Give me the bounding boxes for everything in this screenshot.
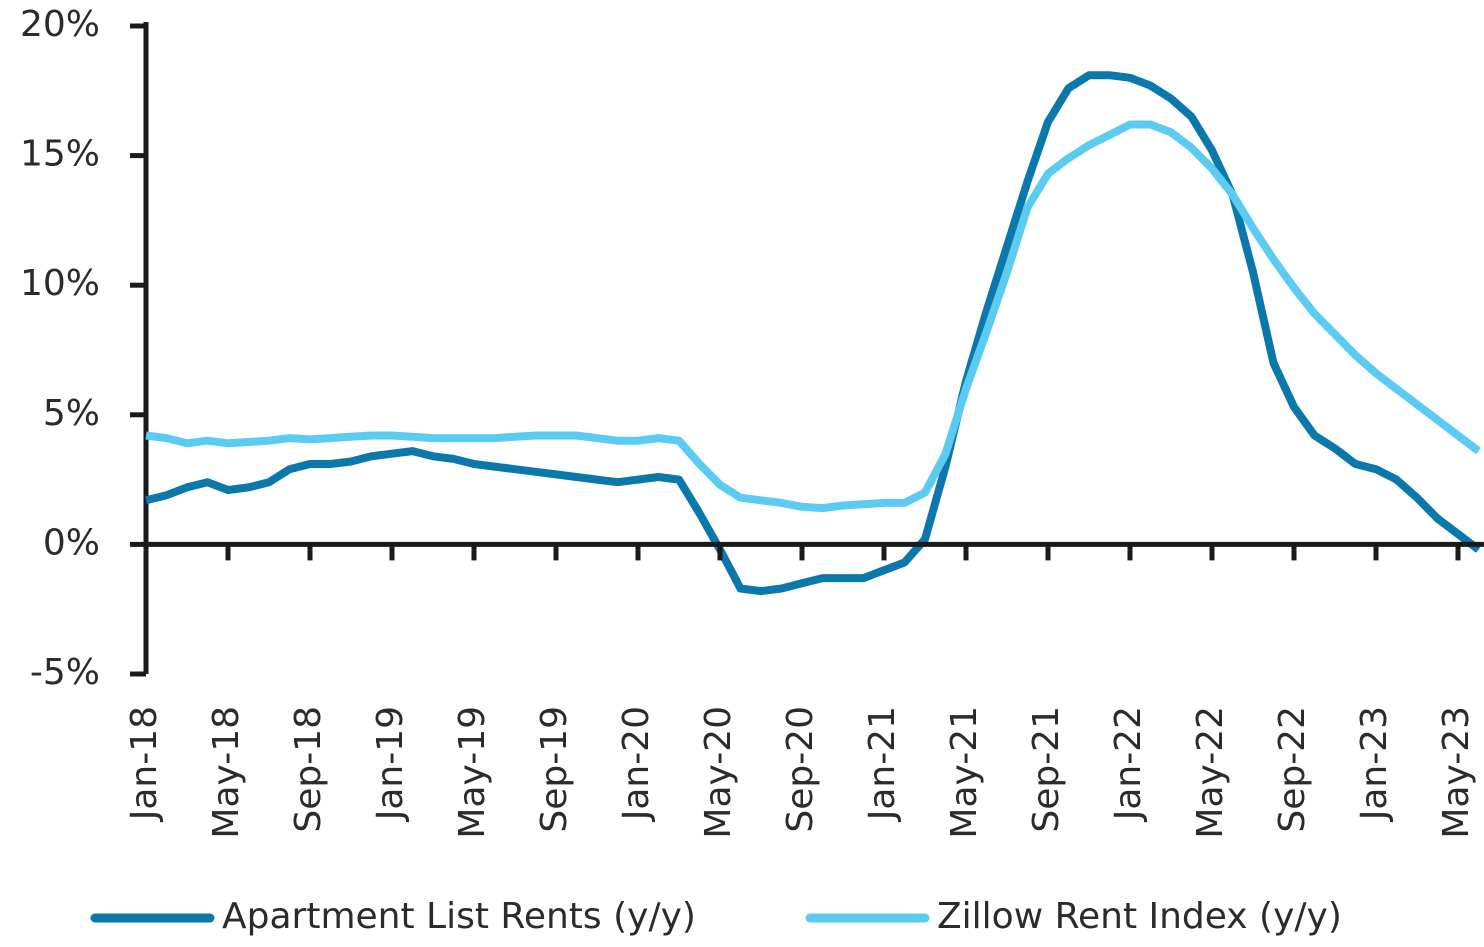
x-tick-label: Sep-19 bbox=[534, 706, 575, 833]
x-tick-label: May-20 bbox=[698, 706, 739, 839]
y-tick-label: 0% bbox=[43, 522, 100, 563]
x-tick-label: Jan-18 bbox=[124, 706, 165, 822]
x-tick-label: May-23 bbox=[1436, 706, 1477, 839]
x-tick-label: Jan-19 bbox=[370, 706, 411, 822]
x-tick-label: May-21 bbox=[944, 706, 985, 839]
x-tick-label: Jan-22 bbox=[1108, 706, 1149, 822]
series-line bbox=[145, 71, 1481, 596]
y-tick-label: 10% bbox=[20, 263, 100, 304]
x-tick-label: Sep-20 bbox=[780, 706, 821, 833]
x-tick-label: Jan-21 bbox=[862, 706, 903, 822]
y-tick-label: 20% bbox=[20, 4, 100, 45]
x-tick-label: May-18 bbox=[206, 706, 247, 839]
x-tick-label: Jan-23 bbox=[1354, 706, 1395, 822]
legend-label: Zillow Rent Index (y/y) bbox=[937, 896, 1342, 937]
legend-label: Apartment List Rents (y/y) bbox=[222, 896, 696, 937]
y-tick-label: 15% bbox=[20, 134, 100, 175]
x-tick-label: Sep-18 bbox=[288, 706, 329, 833]
series-line bbox=[145, 120, 1481, 513]
x-tick-label: Jan-20 bbox=[616, 706, 657, 822]
x-tick-label: May-19 bbox=[452, 706, 493, 839]
x-tick-label: Sep-22 bbox=[1272, 706, 1313, 833]
x-tick-label: Sep-21 bbox=[1026, 706, 1067, 833]
y-tick-label: 5% bbox=[43, 393, 100, 434]
x-tick-label: May-22 bbox=[1190, 706, 1231, 839]
y-tick-label: -5% bbox=[30, 652, 100, 693]
